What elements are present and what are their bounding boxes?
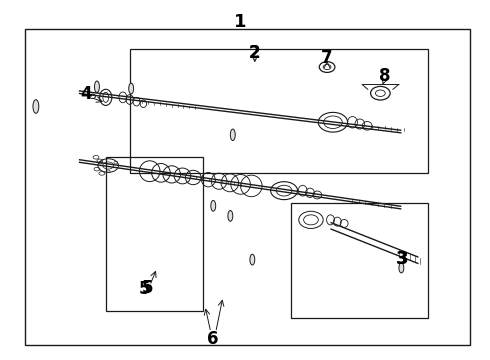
Ellipse shape — [95, 81, 99, 93]
Text: 2: 2 — [249, 44, 261, 62]
Text: 3: 3 — [395, 250, 407, 268]
Text: 3: 3 — [397, 250, 409, 268]
Bar — [25, 30, 470, 345]
Ellipse shape — [230, 129, 235, 140]
Text: 8: 8 — [378, 67, 390, 85]
Ellipse shape — [211, 201, 216, 211]
Text: 6: 6 — [207, 329, 219, 347]
Text: 5: 5 — [142, 279, 153, 297]
Text: 7: 7 — [321, 49, 333, 67]
Ellipse shape — [33, 100, 39, 113]
Ellipse shape — [129, 83, 134, 94]
Text: 1: 1 — [234, 13, 246, 31]
Ellipse shape — [228, 211, 233, 221]
Ellipse shape — [250, 254, 255, 265]
Ellipse shape — [399, 263, 404, 273]
Text: 5: 5 — [139, 280, 150, 298]
Text: 2: 2 — [249, 44, 261, 62]
Text: 4: 4 — [80, 85, 92, 103]
